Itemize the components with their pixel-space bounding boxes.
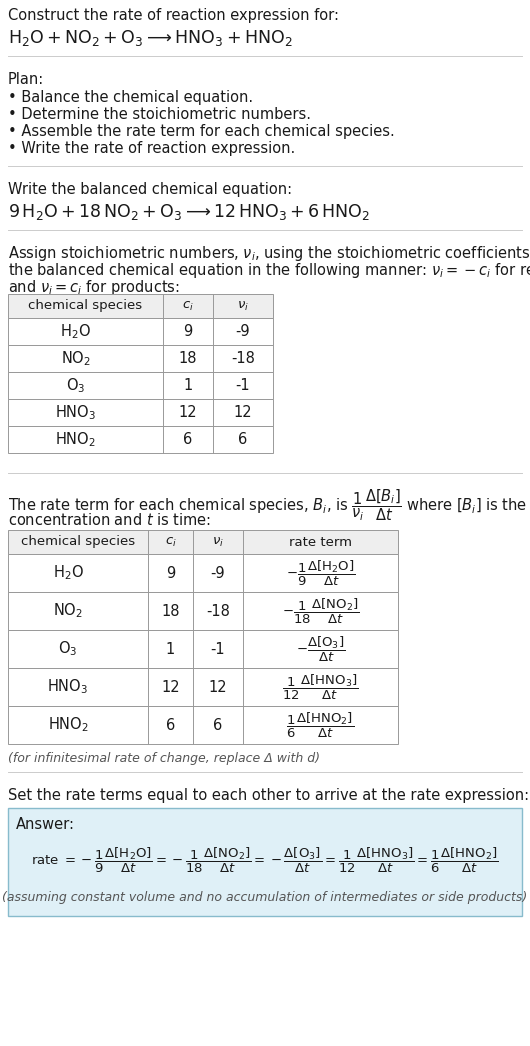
Text: $\mathregular{O_3}$: $\mathregular{O_3}$ [58,640,78,658]
Text: $\mathregular{HNO_3}$: $\mathregular{HNO_3}$ [47,678,89,697]
Text: 1: 1 [166,641,175,657]
Text: -1: -1 [236,378,250,393]
Bar [8,294,273,318]
Text: The rate term for each chemical species, $B_i$, is $\dfrac{1}{\nu_i}\dfrac{\Delt: The rate term for each chemical species,… [8,487,530,523]
Bar [8,399,273,426]
Text: $\mathregular{H_2O}$: $\mathregular{H_2O}$ [52,564,83,583]
Text: • Determine the stoichiometric numbers.: • Determine the stoichiometric numbers. [8,107,311,122]
Text: chemical species: chemical species [21,536,135,548]
Text: 12: 12 [234,405,252,420]
Bar [8,630,398,668]
Text: Set the rate terms equal to each other to arrive at the rate expression:: Set the rate terms equal to each other t… [8,788,529,803]
Text: $\mathregular{HNO_2}$: $\mathregular{HNO_2}$ [55,430,96,449]
Bar [8,554,398,592]
Text: 6: 6 [214,718,223,732]
Text: $\mathregular{H_2O + NO_2 + O_3 \longrightarrow HNO_3 + HNO_2}$: $\mathregular{H_2O + NO_2 + O_3 \longrig… [8,28,293,48]
Text: Write the balanced chemical equation:: Write the balanced chemical equation: [8,182,292,197]
Bar [8,706,398,744]
Text: Assign stoichiometric numbers, $\nu_i$, using the stoichiometric coefficients, $: Assign stoichiometric numbers, $\nu_i$, … [8,244,530,263]
Text: • Balance the chemical equation.: • Balance the chemical equation. [8,90,253,105]
FancyBboxPatch shape [8,808,522,916]
Bar [8,426,273,453]
Text: $-\dfrac{\Delta[\mathregular{O_3}]}{\Delta t}$: $-\dfrac{\Delta[\mathregular{O_3}]}{\Del… [296,634,345,663]
Text: 18: 18 [161,604,180,618]
Bar [8,345,273,372]
Bar [8,372,273,399]
Text: 9: 9 [183,324,192,339]
Text: -18: -18 [206,604,230,618]
Text: -9: -9 [236,324,250,339]
Text: $\dfrac{1}{6}\dfrac{\Delta[\mathregular{HNO_2}]}{\Delta t}$: $\dfrac{1}{6}\dfrac{\Delta[\mathregular{… [286,710,355,740]
Text: $-\dfrac{1}{9}\dfrac{\Delta[\mathregular{H_2O}]}{\Delta t}$: $-\dfrac{1}{9}\dfrac{\Delta[\mathregular… [286,559,355,588]
Text: 6: 6 [238,432,248,447]
Text: 12: 12 [179,405,197,420]
Text: 18: 18 [179,351,197,366]
Text: 1: 1 [183,378,192,393]
Text: $-\dfrac{1}{18}\dfrac{\Delta[\mathregular{NO_2}]}{\Delta t}$: $-\dfrac{1}{18}\dfrac{\Delta[\mathregula… [281,596,359,626]
Text: $\nu_i$: $\nu_i$ [237,299,249,313]
Text: $\mathregular{NO_2}$: $\mathregular{NO_2}$ [53,601,83,620]
Bar [8,318,273,345]
Text: -9: -9 [211,566,225,581]
Text: rate term: rate term [289,536,352,548]
Text: 9: 9 [166,566,175,581]
Bar [8,530,398,554]
Text: $\mathregular{9\,H_2O + 18\,NO_2 + O_3 \longrightarrow 12\,HNO_3 + 6\,HNO_2}$: $\mathregular{9\,H_2O + 18\,NO_2 + O_3 \… [8,202,370,222]
Text: and $\nu_i = c_i$ for products:: and $\nu_i = c_i$ for products: [8,278,180,297]
Text: $\mathregular{NO_2}$: $\mathregular{NO_2}$ [60,349,91,368]
Text: -18: -18 [231,351,255,366]
Text: chemical species: chemical species [29,299,143,313]
Text: Construct the rate of reaction expression for:: Construct the rate of reaction expressio… [8,8,339,23]
Text: $\mathregular{O_3}$: $\mathregular{O_3}$ [66,377,85,394]
Text: $c_i$: $c_i$ [165,536,176,548]
Text: • Write the rate of reaction expression.: • Write the rate of reaction expression. [8,141,295,156]
Text: 12: 12 [161,680,180,695]
Text: $\mathregular{HNO_3}$: $\mathregular{HNO_3}$ [55,403,96,422]
Text: $\mathregular{H_2O}$: $\mathregular{H_2O}$ [60,322,91,341]
Text: $\mathregular{HNO_2}$: $\mathregular{HNO_2}$ [48,715,89,734]
Text: the balanced chemical equation in the following manner: $\nu_i = -c_i$ for react: the balanced chemical equation in the fo… [8,262,530,280]
Text: Answer:: Answer: [16,817,75,832]
Bar [8,668,398,706]
Text: -1: -1 [211,641,225,657]
Text: concentration and $t$ is time:: concentration and $t$ is time: [8,511,211,528]
Text: 6: 6 [183,432,192,447]
Text: (assuming constant volume and no accumulation of intermediates or side products): (assuming constant volume and no accumul… [2,891,528,905]
Text: Plan:: Plan: [8,72,44,87]
Text: $c_i$: $c_i$ [182,299,194,313]
Text: 6: 6 [166,718,175,732]
Text: • Assemble the rate term for each chemical species.: • Assemble the rate term for each chemic… [8,124,395,139]
Text: $\dfrac{1}{12}\dfrac{\Delta[\mathregular{HNO_3}]}{\Delta t}$: $\dfrac{1}{12}\dfrac{\Delta[\mathregular… [282,673,359,702]
Text: rate $= -\dfrac{1}{9}\dfrac{\Delta[\mathregular{H_2O}]}{\Delta t} = -\dfrac{1}{1: rate $= -\dfrac{1}{9}\dfrac{\Delta[\math… [31,845,499,874]
Text: 12: 12 [209,680,227,695]
Text: (for infinitesimal rate of change, replace Δ with d): (for infinitesimal rate of change, repla… [8,752,320,765]
Bar [8,592,398,630]
Text: $\nu_i$: $\nu_i$ [212,536,224,548]
